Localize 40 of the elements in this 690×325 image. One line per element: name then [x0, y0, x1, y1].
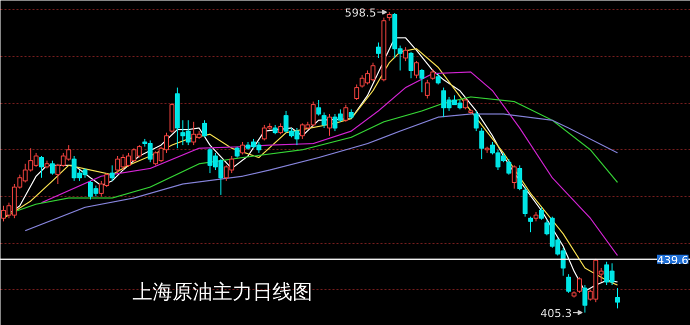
- candlestick: [272, 124, 278, 135]
- candlestick: [403, 46, 408, 62]
- candlestick: [327, 114, 332, 136]
- candlestick: [538, 206, 544, 220]
- candlestick: [566, 274, 572, 294]
- candlestick: [479, 128, 484, 160]
- candlestick: [50, 160, 55, 176]
- candlestick: [424, 79, 430, 99]
- candlestick: [528, 216, 534, 233]
- candlestick: [354, 84, 360, 101]
- candlestick: [348, 108, 354, 120]
- candlestick: [376, 42, 381, 59]
- candlestick: [582, 284, 588, 314]
- annotation: 405.3: [540, 307, 572, 320]
- candlestick: [343, 104, 348, 122]
- annotation: 598.5: [344, 6, 376, 20]
- candlestick: [430, 68, 436, 80]
- candlestick: [322, 112, 327, 129]
- candlestick: [408, 51, 414, 79]
- text: 上海原油主力日线图: [132, 280, 312, 304]
- candlestick: [278, 122, 284, 135]
- candlestick: [110, 164, 115, 182]
- candlestick: [419, 68, 424, 93]
- candlestick: [462, 98, 468, 110]
- candlestick: [474, 110, 479, 132]
- candlestick: [522, 186, 528, 218]
- candlestick: [316, 100, 322, 116]
- candlestick: [615, 288, 620, 309]
- candlestick: [512, 164, 517, 190]
- candlestick: [414, 60, 419, 79]
- candlestick: [39, 156, 44, 178]
- candlestick: [202, 120, 207, 138]
- ref-line-label: 439.6: [657, 254, 689, 267]
- candlestick: [234, 146, 240, 158]
- candlestick: [534, 211, 538, 222]
- candlestick: [506, 158, 512, 176]
- candlestick: [577, 276, 582, 294]
- candlestick: [517, 164, 522, 191]
- candlestick: [436, 73, 441, 85]
- candlestick: [240, 142, 246, 155]
